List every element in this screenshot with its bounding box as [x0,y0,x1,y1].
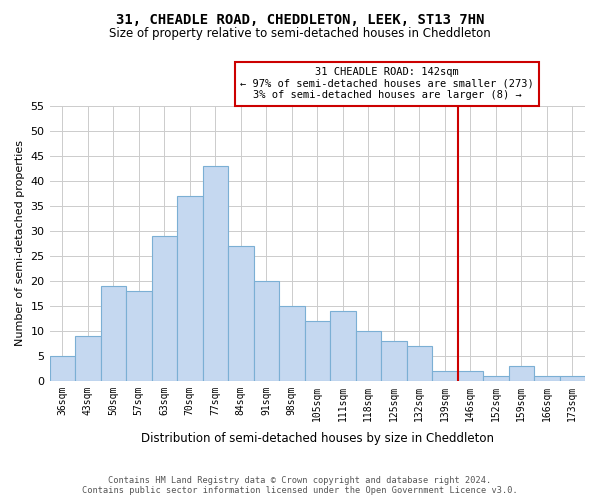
Text: Contains HM Land Registry data © Crown copyright and database right 2024.
Contai: Contains HM Land Registry data © Crown c… [82,476,518,495]
Bar [458,371,483,381]
Bar [203,166,228,381]
Text: 31, CHEADLE ROAD, CHEDDLETON, LEEK, ST13 7HN: 31, CHEADLE ROAD, CHEDDLETON, LEEK, ST13… [116,12,484,26]
Bar [101,286,126,381]
Bar [432,371,458,381]
Bar [534,376,560,381]
Bar [279,306,305,381]
X-axis label: Distribution of semi-detached houses by size in Cheddleton: Distribution of semi-detached houses by … [141,432,494,445]
Bar [228,246,254,381]
Bar [381,341,407,381]
Bar [483,376,509,381]
Text: 31 CHEADLE ROAD: 142sqm
← 97% of semi-detached houses are smaller (273)
3% of se: 31 CHEADLE ROAD: 142sqm ← 97% of semi-de… [240,67,534,100]
Bar [254,281,279,381]
Text: Size of property relative to semi-detached houses in Cheddleton: Size of property relative to semi-detach… [109,28,491,40]
Bar [177,196,203,381]
Bar [152,236,177,381]
Bar [50,356,75,381]
Y-axis label: Number of semi-detached properties: Number of semi-detached properties [15,140,25,346]
Bar [356,331,381,381]
Bar [305,321,330,381]
Bar [75,336,101,381]
Bar [407,346,432,381]
Bar [330,311,356,381]
Bar [126,291,152,381]
Bar [560,376,585,381]
Bar [509,366,534,381]
